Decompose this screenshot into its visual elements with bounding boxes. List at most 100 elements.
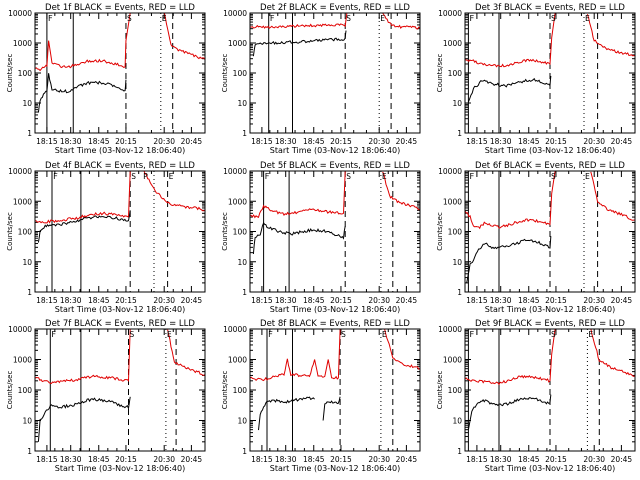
y-tick-label: 10 [237, 99, 247, 108]
x-tick-label: 20:45 [396, 455, 418, 464]
plot-frame [249, 12, 421, 134]
panel-title: Det 3f BLACK = Events, RED = LLD [475, 3, 625, 13]
plot-frame [464, 12, 636, 134]
lld-series-line [35, 13, 131, 72]
interval-marker-e: E [382, 330, 387, 339]
x-tick-label: 20:15 [545, 137, 567, 146]
y-tick-label: 10000 [438, 9, 462, 18]
plot-frame [34, 170, 206, 293]
y-tick-label: 1000 [228, 197, 247, 206]
y-tick-label: 10000 [8, 9, 32, 18]
y-tick-label: 10000 [223, 325, 247, 334]
interval-marker-e: E [588, 330, 593, 339]
interval-marker-e: E [585, 172, 590, 181]
panel-title: Det 9f BLACK = Events, RED = LLD [475, 319, 625, 329]
y-tick-label: 1000 [13, 356, 32, 365]
y-tick-label: 1 [457, 447, 462, 456]
panel-det-9 [464, 328, 636, 452]
x-tick-label: 18:15 [466, 296, 488, 305]
x-tick-label: 20:15 [330, 296, 352, 305]
x-tick-label: 18:15 [251, 455, 273, 464]
events-series-line [322, 396, 341, 421]
panel-det-7 [34, 328, 206, 452]
x-tick-label: 18:45 [303, 137, 325, 146]
events-series-line [467, 394, 552, 430]
x-tick-label: 18:15 [251, 137, 273, 146]
x-axis-label: Start Time (03-Nov-12 18:06:40) [55, 464, 185, 473]
events-series-line [467, 75, 552, 103]
x-axis-label: Start Time (03-Nov-12 18:06:40) [270, 305, 400, 314]
x-tick-label: 18:30 [275, 296, 297, 305]
panel-title: Det 2f BLACK = Events, RED = LLD [260, 3, 410, 13]
x-tick-label: 20:30 [583, 296, 605, 305]
lld-series-line [250, 13, 348, 29]
y-axis-label: Counts/sec [436, 212, 444, 251]
x-tick-label: 18:15 [466, 455, 488, 464]
x-tick-label: 18:15 [36, 296, 58, 305]
interval-marker-e: E [585, 14, 590, 23]
y-tick-label: 1000 [443, 356, 462, 365]
lld-series-line [143, 171, 205, 212]
interval-marker-e: E [162, 14, 167, 23]
events-series-line [258, 396, 315, 431]
x-axis-label: Start Time (03-Nov-12 18:06:40) [55, 146, 185, 155]
y-tick-label: 10 [237, 258, 247, 267]
lld-series-line [35, 171, 131, 224]
y-tick-label: 100 [448, 386, 463, 395]
y-tick-label: 1 [457, 129, 462, 138]
lld-series-line [465, 329, 556, 386]
y-axis-label: Counts/sec [6, 371, 14, 410]
x-tick-label: 18:45 [518, 455, 540, 464]
y-axis-label: Counts/sec [221, 371, 229, 410]
lld-series-line [590, 329, 635, 378]
y-axis-label: Counts/sec [221, 212, 229, 251]
interval-marker-f: F [469, 172, 474, 181]
x-axis-label: Start Time (03-Nov-12 18:06:40) [270, 146, 400, 155]
lld-series-line [167, 329, 205, 376]
x-tick-label: 20:45 [181, 455, 203, 464]
x-tick-label: 20:30 [368, 296, 390, 305]
y-tick-label: 1 [242, 129, 247, 138]
x-tick-label: 20:45 [611, 137, 633, 146]
events-series-line [37, 210, 131, 243]
x-tick-label: 20:15 [545, 296, 567, 305]
lld-series-line [382, 171, 420, 211]
y-tick-label: 1000 [443, 39, 462, 48]
y-axis-label: Counts/sec [221, 54, 229, 93]
interval-marker-f: F [268, 330, 273, 339]
lld-series-line [586, 14, 635, 57]
y-tick-label: 1 [27, 447, 32, 456]
y-tick-label: 1 [27, 129, 32, 138]
interval-marker-e: E [380, 14, 385, 23]
y-tick-label: 1 [27, 288, 32, 297]
x-axis-label: Start Time (03-Nov-12 18:06:40) [485, 305, 615, 314]
lld-series-line [465, 171, 556, 230]
events-series-line [252, 30, 347, 57]
panel-det-4 [34, 170, 206, 293]
x-tick-label: 18:30 [60, 455, 82, 464]
lld-series-line [163, 13, 205, 60]
lld-series-line [382, 13, 420, 30]
y-tick-label: 1000 [228, 39, 247, 48]
interval-marker-s: S [551, 330, 556, 339]
plot-frame [249, 170, 421, 293]
y-tick-label: 100 [18, 386, 33, 395]
x-axis-label: Start Time (03-Nov-12 18:06:40) [485, 464, 615, 473]
y-tick-label: 10000 [438, 167, 462, 176]
interval-marker-s: S [346, 172, 351, 181]
panel-det-3 [464, 12, 636, 134]
interval-marker-p: P [143, 172, 148, 181]
events-series-line [252, 221, 346, 255]
x-tick-label: 18:30 [490, 455, 512, 464]
x-tick-label: 20:45 [181, 137, 203, 146]
x-tick-label: 20:15 [545, 455, 567, 464]
x-tick-label: 20:15 [115, 137, 137, 146]
panel-title: Det 4f BLACK = Events, RED = LLD [45, 161, 195, 171]
panel-det-6 [464, 170, 636, 293]
x-tick-label: 20:45 [181, 296, 203, 305]
interval-marker-f: F [53, 172, 58, 181]
interval-marker-f: F [265, 172, 270, 181]
x-axis-label: Start Time (03-Nov-12 18:06:40) [55, 305, 185, 314]
y-tick-label: 10 [452, 417, 462, 426]
interval-marker-s: S [346, 14, 351, 23]
